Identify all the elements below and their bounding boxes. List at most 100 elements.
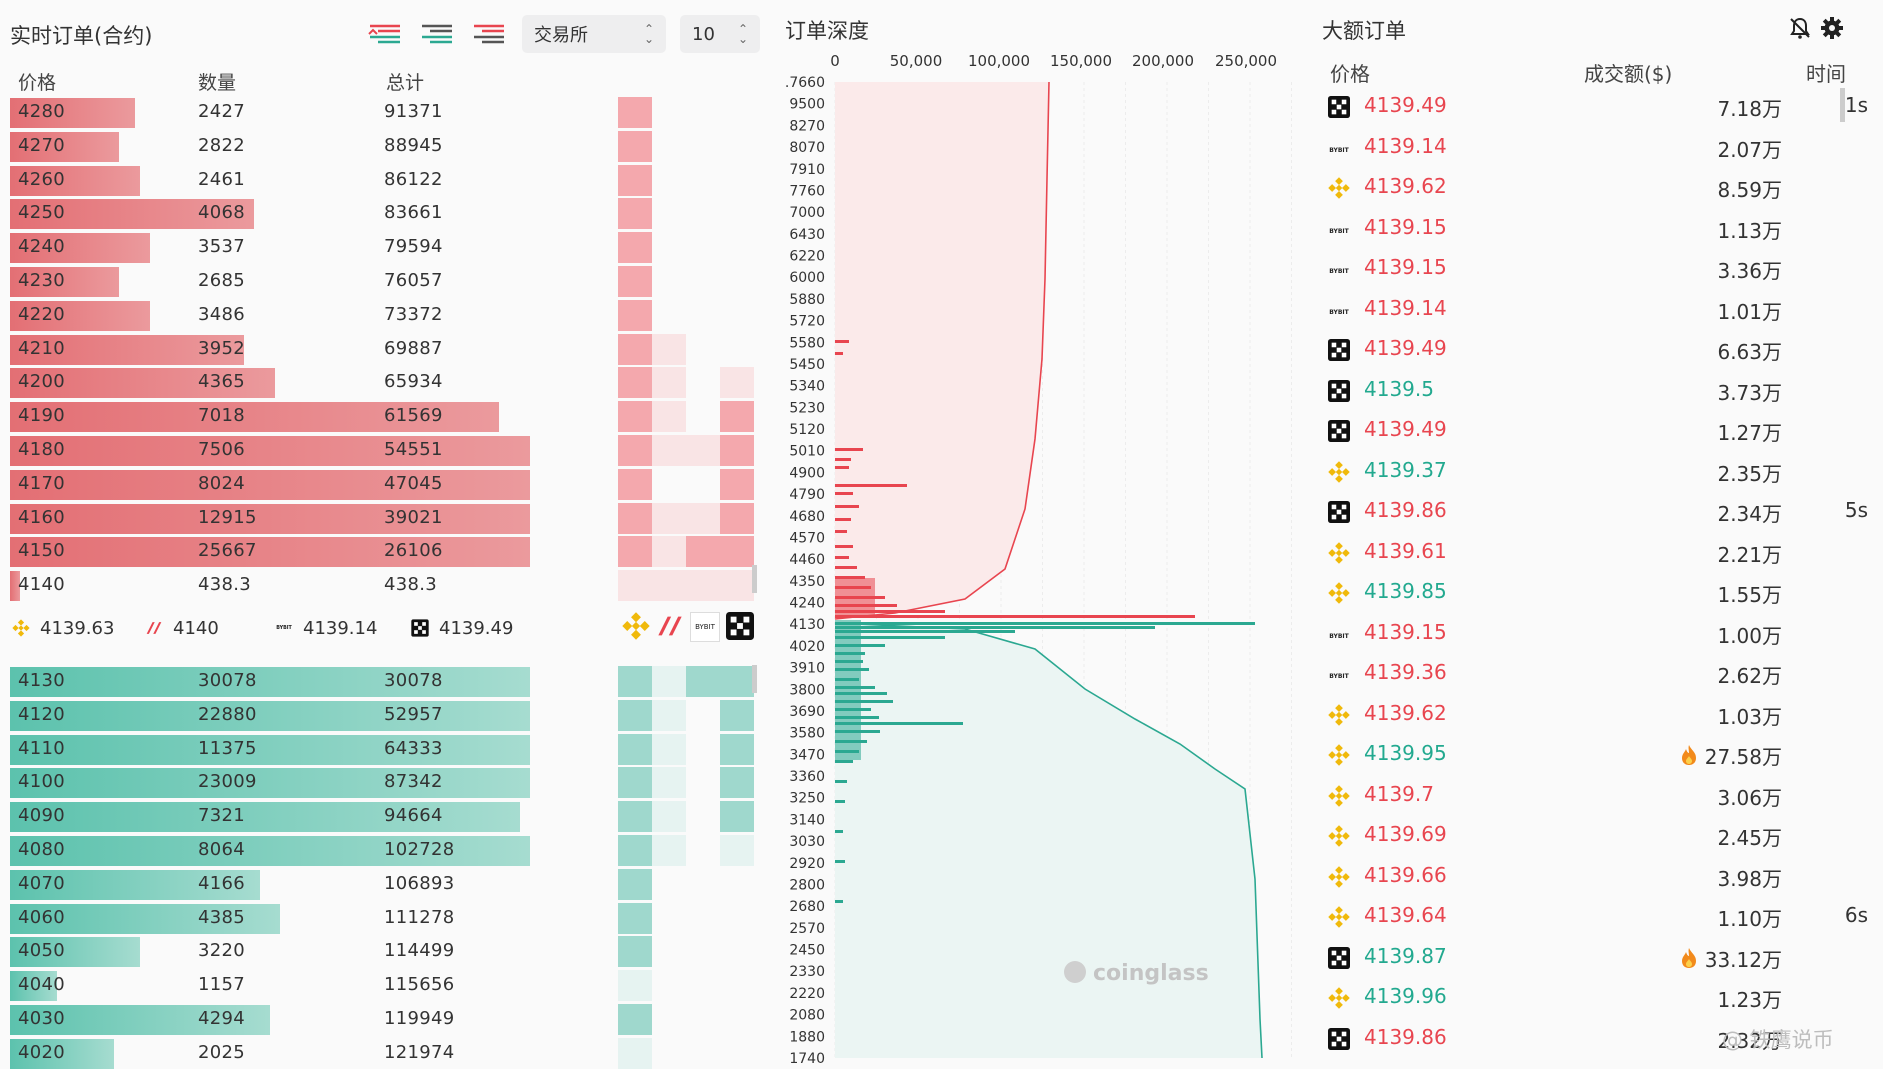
ask-row[interactable]: 4260 2461 86122 [10,165,630,196]
bid-row[interactable]: 4020 2025 121974 [10,1038,630,1069]
settings-gear-icon[interactable] [1820,16,1844,44]
row-total: 115656 [384,974,455,996]
exchange-select[interactable]: 交易所 ⌃ ⌄ [522,15,666,53]
bid-row[interactable]: 4060 4385 111278 [10,903,630,934]
ask-row[interactable]: 4200 4365 65934 [10,367,630,399]
bid-row[interactable]: 4080 8064 102728 [10,835,630,866]
exchange-share-cell [686,536,720,568]
depth-select[interactable]: 10 ⌃ ⌄ [680,15,760,53]
big-order-row[interactable]: 4139.7 3.06万 [1328,776,1868,816]
ask-row[interactable]: 4280 2427 91371 [10,97,630,128]
depth-fill-bar [10,402,499,433]
binance-icon[interactable] [622,612,650,644]
binance-icon [1328,460,1350,483]
row-price: 4070 [18,872,66,894]
bids-scrollbar[interactable] [752,665,757,693]
bid-row[interactable]: 4090 7321 94664 [10,801,630,833]
exchange-share-cell [686,1004,720,1035]
y-tick-label: 2450 [789,943,825,959]
view-both-icon[interactable] [368,20,402,48]
big-order-row[interactable]: 4139.49 1.27万 [1328,411,1868,451]
view-bids-icon[interactable] [420,20,454,48]
big-order-row[interactable]: 4139.49 7.18万 1s [1328,87,1868,127]
ask-row[interactable]: 4210 3952 69887 [10,334,630,365]
binance-icon [12,619,30,637]
watermark: coinglass [1093,961,1209,986]
bid-row[interactable]: 4070 4166 106893 [10,869,630,900]
big-order-row[interactable]: BYBIT 4139.15 3.36万 [1328,249,1868,289]
exchange-share-cell [686,666,720,697]
ask-row[interactable]: 4150 25667 26106 [10,536,630,568]
order-price: 4139.62 [1364,174,1447,198]
row-qty: 2822 [198,134,246,156]
big-order-row[interactable]: BYBIT 4139.36 2.62万 [1328,654,1868,694]
big-order-row[interactable]: 4139.85 1.55万 [1328,573,1868,613]
ask-row[interactable]: 4270 2822 88945 [10,131,630,162]
big-order-row[interactable]: 4139.62 8.59万 [1328,168,1868,208]
big-order-row[interactable]: 4139.69 2.45万 [1328,816,1868,856]
big-orders-scrollbar[interactable] [1840,88,1845,122]
bid-row[interactable]: 4120 22880 52957 [10,700,630,731]
y-tick-label: 3580 [789,726,825,742]
row-total: 94664 [384,805,443,827]
row-total: 438.3 [384,574,438,596]
bitget-icon[interactable] [656,612,684,644]
ask-row[interactable]: 4230 2685 76057 [10,266,630,297]
big-order-row[interactable]: 4139.87 33.12万 [1328,938,1868,978]
ask-row[interactable]: 4250 4068 83661 [10,198,630,230]
y-tick-label: 5880 [789,292,825,308]
big-order-row[interactable]: 4139.62 1.03万 [1328,695,1868,735]
bid-row[interactable]: 4050 3220 114499 [10,936,630,968]
big-order-row[interactable]: 4139.64 1.10万 6s [1328,897,1868,937]
big-order-row[interactable]: 4139.61 2.21万 [1328,533,1868,573]
ask-depth-area [835,82,1049,619]
depth-fill-bar [10,199,255,230]
asks-scrollbar[interactable] [752,565,757,593]
row-total: 87342 [384,771,443,793]
big-order-row[interactable]: BYBIT 4139.15 1.00万 [1328,614,1868,654]
order-amount: 3.73万 [1717,380,1782,405]
ask-depth-bar [835,448,863,451]
row-price: 4260 [18,168,66,190]
exchange-share-cell [652,570,686,602]
row-total: 76057 [384,270,443,291]
bybit-icon: BYBIT [1329,146,1349,154]
ask-row[interactable]: 4170 8024 47045 [10,469,630,500]
y-tick-label: 2800 [789,877,825,893]
ask-row[interactable]: 4190 7018 61569 [10,401,630,433]
okx-icon[interactable] [726,612,754,644]
big-order-row[interactable]: 4139.96 1.23万 [1328,978,1868,1018]
big-order-row[interactable]: 4139.37 2.35万 [1328,452,1868,492]
row-qty: 3220 [198,940,246,962]
bid-row[interactable]: 4130 30078 30078 [10,666,630,697]
ask-row[interactable]: 4180 7506 54551 [10,435,630,466]
bid-row[interactable]: 4030 4294 119949 [10,1004,630,1035]
fire-icon [1680,744,1698,770]
big-order-row[interactable]: BYBIT 4139.14 1.01万 [1328,290,1868,330]
view-asks-icon[interactable] [472,20,506,48]
bid-row[interactable]: 4100 23009 87342 [10,767,630,799]
order-amount: 1.00万 [1717,623,1782,648]
order-price: 4139.15 [1364,255,1447,279]
big-order-row[interactable]: 4139.49 6.63万 [1328,330,1868,370]
col-total-header: 总计 [386,72,425,94]
ask-row[interactable]: 4240 3537 79594 [10,232,630,264]
big-order-row[interactable]: 4139.66 3.98万 [1328,857,1868,897]
ask-row[interactable]: 4160 12915 39021 [10,503,630,534]
bid-row[interactable]: 4110 11375 64333 [10,734,630,765]
ask-row[interactable]: 4140 438.3 438.3 [10,570,630,602]
row-price: 4240 [18,236,66,258]
big-order-row[interactable]: 4139.86 2.32万 [1328,1019,1868,1059]
mute-bell-icon[interactable] [1788,16,1812,44]
bybit-icon[interactable]: BYBIT [690,612,720,642]
bid-depth-bar [835,830,843,833]
bid-row[interactable]: 4040 1157 115656 [10,970,630,1002]
order-price: 4139.85 [1364,579,1447,603]
big-order-row[interactable]: BYBIT 4139.15 1.13万 [1328,209,1868,249]
big-order-row[interactable]: 4139.86 2.34万 5s [1328,492,1868,532]
y-tick-label: 4240 [789,596,825,612]
big-order-row[interactable]: 4139.5 3.73万 [1328,371,1868,411]
ask-row[interactable]: 4220 3486 73372 [10,300,630,331]
big-order-row[interactable]: BYBIT 4139.14 2.07万 [1328,128,1868,168]
big-order-row[interactable]: 4139.95 27.58万 [1328,735,1868,775]
